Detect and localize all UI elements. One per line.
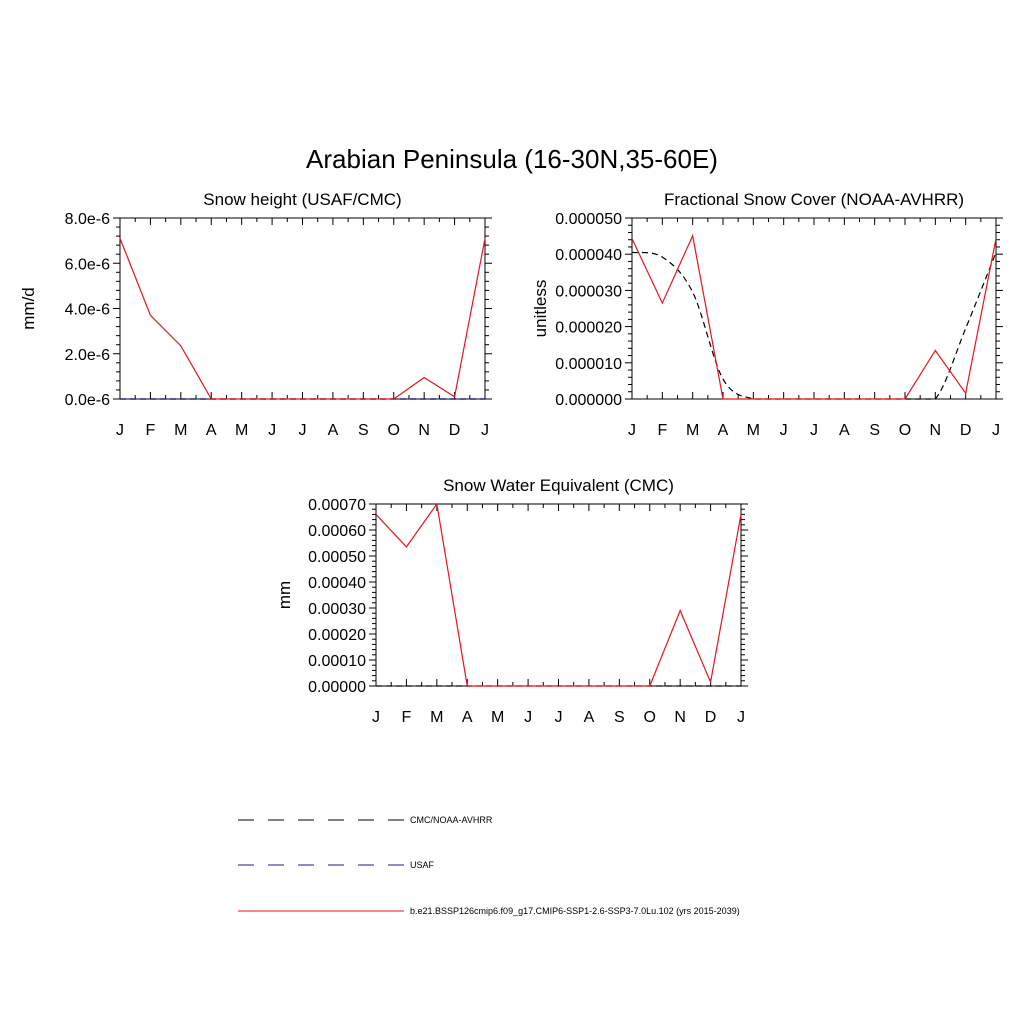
series-line-model bbox=[119, 238, 486, 400]
x-tick-label: J bbox=[780, 422, 788, 439]
series-line-model bbox=[375, 502, 742, 687]
x-tick-label: M bbox=[747, 422, 760, 439]
x-tick-label: J bbox=[268, 422, 276, 439]
x-tick-label: D bbox=[960, 422, 972, 439]
x-tick-label: J bbox=[628, 422, 636, 439]
figure-title: Arabian Peninsula (16-30N,35-60E) bbox=[306, 144, 718, 174]
x-tick-label: F bbox=[657, 422, 667, 439]
x-tick-label: J bbox=[299, 422, 307, 439]
y-tick-label: 6.0e-6 bbox=[65, 256, 110, 273]
y-axis-label: mm/d bbox=[19, 287, 38, 330]
y-tick-label: 0.00010 bbox=[308, 653, 366, 670]
y-tick-label: 0.000050 bbox=[555, 211, 622, 228]
y-axis-label: mm bbox=[275, 581, 294, 609]
x-tick-label: A bbox=[718, 422, 729, 439]
y-tick-label: 0.000010 bbox=[555, 356, 622, 373]
x-tick-label: F bbox=[146, 422, 156, 439]
y-tick-label: 0.00000 bbox=[308, 679, 366, 696]
y-tick-label: 0.0e-6 bbox=[65, 392, 110, 409]
y-tick-label: 0.00030 bbox=[308, 601, 366, 618]
x-tick-label: J bbox=[992, 422, 1000, 439]
y-tick-label: 0.000000 bbox=[555, 392, 622, 409]
legend: CMC/NOAA-AVHRR USAF b.e21.BSSP126cmip6.f09… bbox=[238, 815, 740, 916]
y-tick-label: 0.00040 bbox=[308, 575, 366, 592]
x-tick-label: M bbox=[235, 422, 248, 439]
x-tick-label: D bbox=[449, 422, 461, 439]
x-tick-label: D bbox=[705, 709, 717, 726]
x-tick-label: N bbox=[418, 422, 430, 439]
y-tick-label: 0.00060 bbox=[308, 523, 366, 540]
x-tick-label: J bbox=[372, 709, 380, 726]
panel-title: Snow height (USAF/CMC) bbox=[203, 190, 401, 209]
x-tick-label: N bbox=[674, 709, 686, 726]
x-tick-label: M bbox=[686, 422, 699, 439]
chart-panel: Snow height (USAF/CMC)mm/dJ F M A M J J A S O N D J0… bbox=[19, 190, 492, 439]
y-tick-label: 0.000030 bbox=[555, 283, 622, 300]
legend-label: USAF bbox=[410, 860, 435, 870]
legend-entry: CMC/NOAA-AVHRR bbox=[238, 815, 493, 825]
y-tick-label: 8.0e-6 bbox=[65, 211, 110, 228]
x-tick-label: A bbox=[462, 709, 473, 726]
x-tick-label: M bbox=[174, 422, 187, 439]
y-tick-label: 0.00020 bbox=[308, 627, 366, 644]
x-tick-label: S bbox=[614, 709, 625, 726]
x-tick-label: J bbox=[555, 709, 563, 726]
y-tick-label: 0.000020 bbox=[555, 320, 622, 337]
x-tick-label: J bbox=[737, 709, 745, 726]
chart-panel: Snow Water Equivalent (CMC) mm J F M A M J J A S O N… bbox=[275, 476, 748, 726]
plot-frame bbox=[375, 503, 742, 687]
x-tick-label: J bbox=[524, 709, 532, 726]
x-tick-label: J bbox=[116, 422, 124, 439]
series-line-model bbox=[631, 233, 997, 400]
x-tick-label: A bbox=[328, 422, 339, 439]
legend-label: b.e21.BSSP126cmip6.f09_g17.CMIP6-SSP1-2.… bbox=[410, 906, 740, 916]
plot-frame bbox=[119, 217, 486, 400]
x-tick-label: S bbox=[358, 422, 369, 439]
y-tick-label: 4.0e-6 bbox=[65, 302, 110, 319]
y-axis-label: unitless bbox=[531, 280, 550, 338]
x-tick-label: M bbox=[491, 709, 504, 726]
x-tick-label: S bbox=[869, 422, 880, 439]
series-line-obs_cmc bbox=[631, 251, 997, 400]
y-tick-label: 0.00070 bbox=[308, 497, 366, 514]
x-tick-label: A bbox=[584, 709, 595, 726]
x-tick-label: O bbox=[644, 709, 656, 726]
y-tick-label: 0.000040 bbox=[555, 247, 622, 264]
y-tick-label: 2.0e-6 bbox=[65, 347, 110, 364]
legend-entry: USAF bbox=[238, 860, 435, 870]
legend-entry: b.e21.BSSP126cmip6.f09_g17.CMIP6-SSP1-2.… bbox=[238, 906, 740, 916]
panels: Snow height (USAF/CMC)mm/dJ F M A M J J A S O N D J0… bbox=[19, 190, 1003, 726]
x-tick-label: J bbox=[481, 422, 489, 439]
legend-label: CMC/NOAA-AVHRR bbox=[410, 815, 493, 825]
chart-panel: Fractional Snow Cover (NOAA-AVHRR) unitle… bbox=[531, 190, 1003, 439]
x-tick-label: A bbox=[839, 422, 850, 439]
panel-title: Fractional Snow Cover (NOAA-AVHRR) bbox=[664, 190, 964, 209]
panel-title: Snow Water Equivalent (CMC) bbox=[443, 476, 674, 495]
x-tick-label: O bbox=[388, 422, 400, 439]
x-tick-label: M bbox=[430, 709, 443, 726]
x-tick-label: F bbox=[402, 709, 412, 726]
x-tick-label: J bbox=[810, 422, 818, 439]
x-tick-label: N bbox=[930, 422, 942, 439]
y-tick-label: 0.00050 bbox=[308, 549, 366, 566]
x-tick-label: A bbox=[206, 422, 217, 439]
x-tick-label: O bbox=[899, 422, 911, 439]
plot-frame bbox=[631, 217, 997, 400]
